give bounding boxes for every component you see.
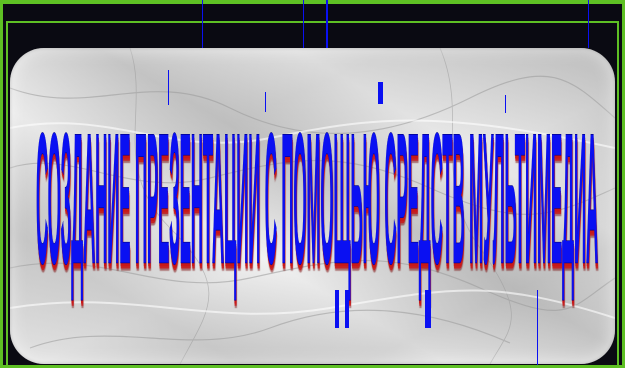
stroke-line [505,95,506,113]
marble-veins [10,48,615,364]
stroke-line [265,92,266,112]
stroke-line [326,0,328,60]
slide-title: СОЗДАНИЕ ПРЕЗЕНТАЦИИ С ПОМОЩЬЮ СРЕДСТВ М… [36,93,599,303]
stroke-line [588,0,589,48]
inner-border [6,21,619,365]
marble-plaque [10,48,615,364]
stroke-line [335,290,339,328]
stroke-line [202,0,203,48]
title-area: СОЗДАНИЕ ПРЕЗЕНТАЦИИ С ПОМОЩЬЮ СРЕДСТВ М… [36,105,598,303]
stroke-line [345,290,349,328]
stroke-line [303,0,304,48]
stroke-line [378,82,383,104]
stroke-line [168,70,169,105]
stroke-line [425,290,431,328]
stroke-line [537,290,538,365]
